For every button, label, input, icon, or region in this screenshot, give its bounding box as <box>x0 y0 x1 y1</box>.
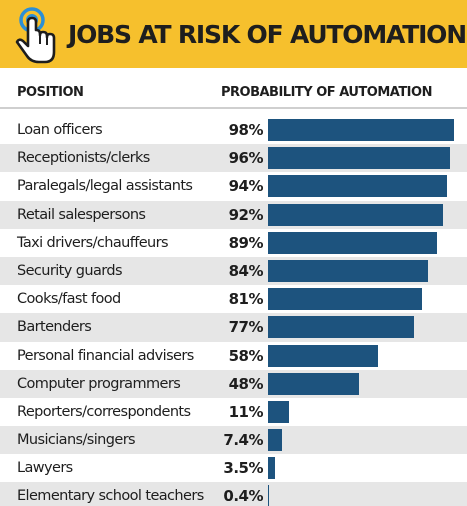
bar <box>268 400 289 423</box>
data-label: 92% <box>228 205 264 224</box>
data-label: 77% <box>228 318 264 337</box>
row-label: Loan officers <box>17 122 103 138</box>
table-row: Paralegals/legal assistants 94% <box>0 172 467 200</box>
table-row: Receptionists/clerks 96% <box>0 144 467 173</box>
row-label: Paralegals/legal assistants <box>17 178 193 195</box>
table-row: Security guards 84% <box>0 256 467 286</box>
table-row: Elementary school teachers 0.4% <box>0 482 467 506</box>
row-label: Retail salespersons <box>17 206 146 223</box>
row-label: Receptionists/clerks <box>17 150 150 167</box>
data-label: 48% <box>228 374 264 393</box>
row-label: Lawyers <box>17 460 73 477</box>
bar <box>268 231 438 254</box>
data-label: 84% <box>228 261 264 280</box>
data-label: 89% <box>228 233 264 252</box>
header-banner: JOBS AT RISK OF AUTOMATION <box>0 0 467 68</box>
data-label: 81% <box>228 290 264 309</box>
row-label: Reporters/correspondents <box>17 403 191 420</box>
data-label: 0.4% <box>223 487 263 506</box>
row-label: Security guards <box>17 262 123 279</box>
table-row: Computer programmers 48% <box>0 369 467 398</box>
table-row: Musicians/singers 7.4% <box>0 426 467 455</box>
data-label: 11% <box>228 402 264 421</box>
column-header-probability: PROBABILITY OF AUTOMATION <box>221 85 432 100</box>
data-label: 3.5% <box>223 459 263 478</box>
bar <box>268 344 379 367</box>
data-label: 7.4% <box>223 431 263 450</box>
chart-rows: Loan officers 98% Receptionists/clerks 96% P… <box>0 116 467 506</box>
header-divider <box>0 107 467 109</box>
table-row: Retail salespersons 92% <box>0 200 467 229</box>
bar <box>268 175 447 198</box>
data-label: 58% <box>228 346 264 365</box>
row-label: Taxi drivers/chauffeurs <box>17 234 169 251</box>
table-row: Cooks/fast food 81% <box>0 285 467 313</box>
row-label: Elementary school teachers <box>17 488 204 505</box>
bar <box>268 316 415 339</box>
bar <box>268 372 360 395</box>
row-label: Musicians/singers <box>17 432 136 449</box>
bar <box>268 457 275 480</box>
pointing-hand-tap-icon <box>12 6 62 64</box>
table-row: Reporters/correspondents 11% <box>0 398 467 426</box>
table-row: Bartenders 77% <box>0 313 467 342</box>
column-header-position: POSITION <box>17 85 84 100</box>
bar <box>268 119 455 141</box>
bar <box>268 429 283 452</box>
row-label: Cooks/fast food <box>17 291 121 308</box>
row-label: Personal financial advisers <box>17 347 194 364</box>
row-label: Bartenders <box>17 319 92 336</box>
bar <box>268 259 428 282</box>
table-row: Lawyers 3.5% <box>0 454 467 482</box>
data-label: 96% <box>228 149 264 168</box>
bar <box>268 288 422 311</box>
bar <box>268 147 451 170</box>
table-row: Loan officers 98% <box>0 116 467 144</box>
table-row: Personal financial advisers 58% <box>0 342 467 370</box>
data-label: 98% <box>228 121 264 139</box>
bar <box>268 203 443 226</box>
bar <box>268 485 270 506</box>
page-title: JOBS AT RISK OF AUTOMATION <box>68 20 467 49</box>
row-label: Computer programmers <box>17 375 181 392</box>
data-label: 94% <box>228 177 264 196</box>
table-row: Taxi drivers/chauffeurs 89% <box>0 229 467 257</box>
